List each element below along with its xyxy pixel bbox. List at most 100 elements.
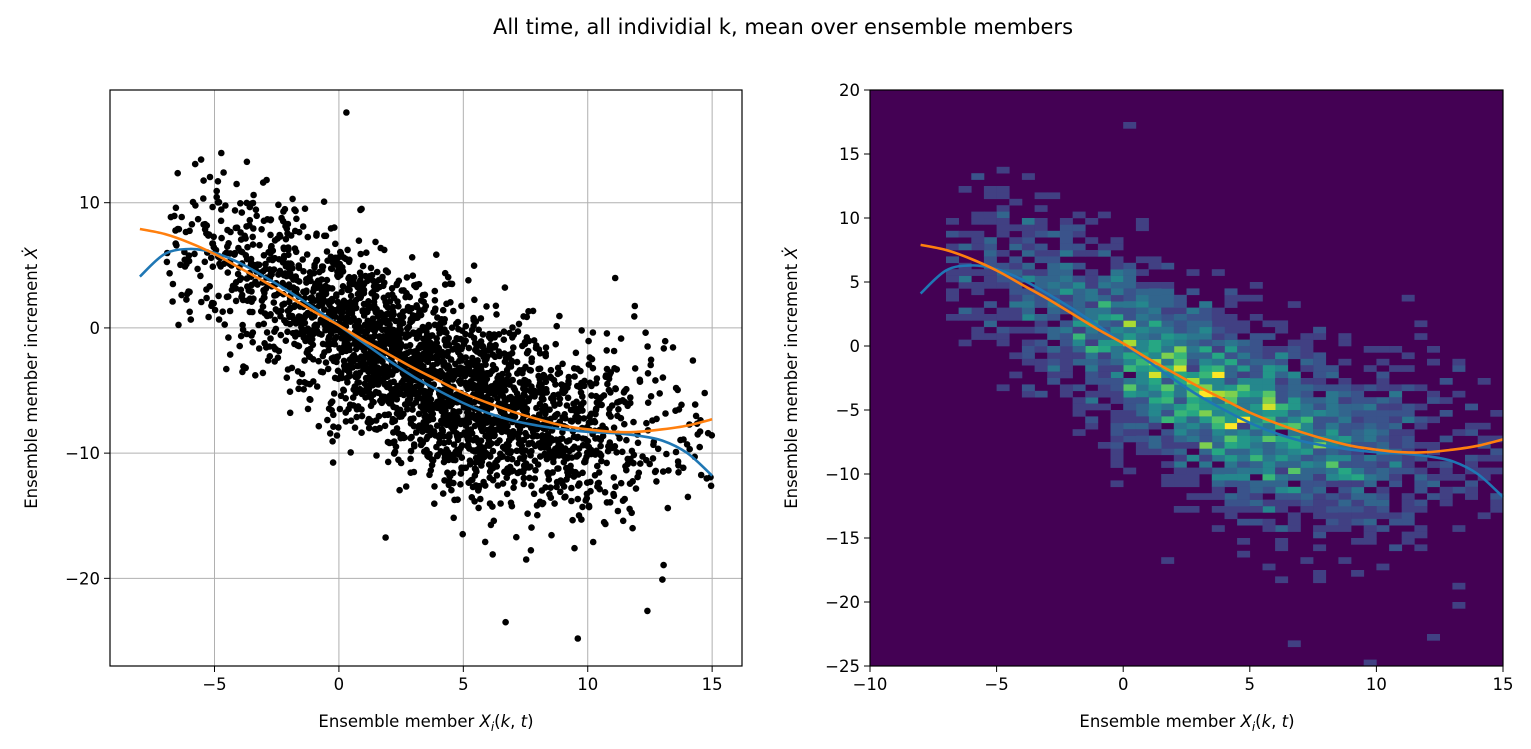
heatmap-cell bbox=[1262, 442, 1276, 449]
scatter-point bbox=[587, 478, 594, 486]
scatter-point bbox=[213, 193, 220, 201]
heatmap-cell bbox=[1338, 397, 1352, 404]
heatmap-cell bbox=[958, 314, 972, 321]
scatter-point bbox=[317, 316, 325, 324]
y-tick-label: 5 bbox=[850, 273, 861, 292]
heatmap-cell bbox=[996, 186, 1010, 193]
scatter-point bbox=[561, 411, 568, 418]
heatmap-cell bbox=[1199, 454, 1213, 462]
scatter-point bbox=[282, 337, 290, 345]
scatter-point bbox=[174, 169, 181, 177]
heatmap-cell bbox=[1110, 301, 1124, 308]
scatter-point bbox=[565, 373, 573, 381]
scatter-point bbox=[424, 351, 432, 359]
heatmap-cell bbox=[1034, 339, 1048, 347]
heatmap-cell bbox=[1211, 346, 1225, 353]
heatmap-cell bbox=[1161, 442, 1175, 449]
scatter-point bbox=[274, 308, 282, 315]
scatter-point bbox=[523, 349, 531, 357]
heatmap-cell bbox=[1047, 326, 1061, 334]
heatmap-cell bbox=[1161, 384, 1175, 392]
scatter-point bbox=[492, 341, 499, 349]
heatmap-cell bbox=[1465, 486, 1478, 494]
scatter-point bbox=[704, 429, 712, 437]
scatter-point bbox=[597, 452, 605, 459]
scatter-point bbox=[511, 478, 518, 486]
heatmap-cell bbox=[1135, 301, 1149, 308]
scatter-point bbox=[313, 232, 320, 239]
heatmap-cell bbox=[1211, 493, 1225, 500]
scatter-point bbox=[243, 158, 251, 166]
scatter-point bbox=[512, 402, 519, 410]
scatter-point bbox=[470, 314, 477, 322]
scatter-point bbox=[520, 385, 527, 392]
scatter-point bbox=[570, 365, 578, 372]
heatmap-cell bbox=[1224, 320, 1238, 328]
scatter-point bbox=[379, 273, 386, 281]
scatter-point bbox=[553, 322, 560, 330]
heatmap-cell bbox=[1034, 390, 1048, 398]
heatmap-cell bbox=[1490, 454, 1504, 462]
heatmap-cell bbox=[1249, 378, 1263, 385]
scatter-point bbox=[647, 356, 655, 364]
scatter-point bbox=[471, 448, 479, 455]
scatter-point bbox=[438, 426, 446, 433]
heatmap-cell bbox=[1262, 365, 1276, 372]
y-tick-label: 0 bbox=[850, 337, 861, 356]
scatter-point bbox=[557, 435, 564, 443]
heatmap-cell bbox=[1161, 288, 1175, 296]
heatmap-cell bbox=[1262, 422, 1276, 430]
heatmap-cell bbox=[1490, 448, 1504, 456]
heatmap-cell bbox=[1313, 506, 1327, 513]
heatmap-cell bbox=[1439, 461, 1453, 468]
scatter-point bbox=[450, 410, 458, 417]
scatter-point bbox=[568, 467, 575, 475]
heatmap-cell bbox=[1287, 448, 1301, 456]
scatter-point bbox=[507, 449, 514, 457]
heatmap-cell bbox=[1135, 269, 1149, 276]
scatter-point bbox=[377, 335, 384, 342]
scatter-point bbox=[544, 469, 551, 476]
heatmap-cell bbox=[1490, 410, 1504, 417]
scatter-point bbox=[348, 301, 355, 308]
scatter-point bbox=[533, 404, 540, 412]
heatmap-cell bbox=[1224, 384, 1238, 392]
scatter-point bbox=[497, 500, 504, 507]
scatter-point bbox=[461, 372, 469, 380]
heatmap-cell bbox=[1287, 346, 1301, 353]
heatmap-cell bbox=[1237, 346, 1251, 353]
heatmap-cell bbox=[1199, 307, 1213, 315]
heatmap-cell bbox=[946, 269, 959, 276]
scatter-point bbox=[493, 311, 500, 318]
scatter-point bbox=[223, 365, 230, 373]
scatter-point bbox=[291, 303, 298, 311]
scatter-point bbox=[347, 417, 355, 425]
scatter-point bbox=[203, 294, 210, 302]
scatter-point bbox=[337, 248, 344, 256]
scatter-point bbox=[324, 257, 331, 265]
heatmap-cell bbox=[1161, 435, 1175, 443]
heatmap-cell bbox=[1389, 454, 1403, 462]
heatmap-cell bbox=[1009, 294, 1023, 302]
heatmap-cell bbox=[1186, 365, 1200, 372]
scatter-point bbox=[560, 483, 568, 490]
heatmap-cell bbox=[1262, 518, 1276, 526]
heatmap-cell bbox=[1173, 422, 1187, 430]
scatter-point bbox=[259, 369, 267, 377]
scatter-point bbox=[494, 482, 502, 489]
scatter-point bbox=[617, 479, 625, 487]
heatmap-cell bbox=[1199, 403, 1213, 411]
heatmap-cell bbox=[1110, 410, 1124, 417]
scatter-point bbox=[479, 427, 486, 435]
heatmap-cell bbox=[1072, 339, 1086, 347]
heatmap-cell bbox=[1376, 410, 1390, 417]
scatter-point bbox=[406, 305, 414, 312]
scatter-point bbox=[301, 379, 308, 386]
heatmap-cell bbox=[1047, 230, 1061, 238]
heatmap-cell bbox=[1148, 262, 1162, 270]
heatmap-cell bbox=[1021, 339, 1035, 347]
scatter-point bbox=[528, 383, 535, 390]
heatmap-cell bbox=[1021, 262, 1035, 270]
scatter-point bbox=[266, 266, 273, 273]
scatter-point bbox=[532, 467, 539, 474]
